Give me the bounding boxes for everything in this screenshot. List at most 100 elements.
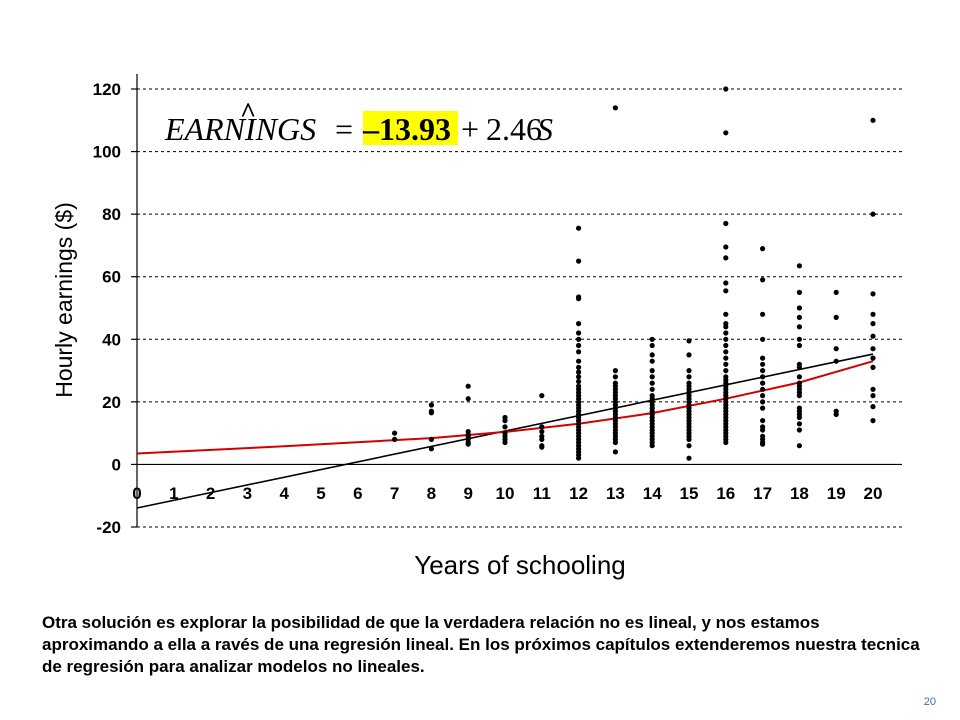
data-point [760,405,766,411]
data-point [576,358,582,364]
data-point [539,444,545,450]
data-point [796,263,803,269]
data-point [649,336,655,342]
data-point [833,289,839,295]
data-point [760,361,766,367]
data-point [539,429,545,435]
data-point [428,436,434,442]
data-point [576,258,582,264]
data-point [760,246,766,252]
data-point [576,225,582,231]
data-point [870,117,876,123]
data-point [870,355,876,361]
data-point [576,349,582,355]
y-axis-label: Hourly earnings ($) [51,202,77,398]
data-point [723,324,729,330]
y-tick-label: 0 [112,455,121,474]
data-point [796,443,803,449]
x-tick-label: 3 [243,484,252,503]
y-tick-label: 60 [102,268,121,287]
data-point [576,378,582,385]
data-point [686,374,692,380]
x-tick-label: 15 [680,484,699,503]
data-point [796,336,803,342]
data-point [723,368,729,374]
equation-plus: + [461,111,479,147]
x-tick-label: 19 [827,484,846,503]
data-point [796,364,803,370]
data-point [796,289,803,295]
data-point [723,342,729,349]
x-tick-label: 17 [753,484,772,503]
data-point [465,441,471,447]
data-point [760,386,766,392]
data-point [760,393,766,399]
page-number: 20 [923,696,936,708]
y-tick-label: 100 [93,143,121,162]
y-tick-label: 80 [102,205,121,224]
x-tick-labels: 0 1 2 3 4 5 6 7 8 9 10 11 12 13 14 15 16 17 18 19 20 [132,484,882,503]
data-point [686,352,692,358]
x-tick-label: 1 [169,484,178,503]
x-tick-label: 6 [353,484,362,503]
data-point [428,446,434,452]
x-tick-label: 16 [716,484,735,503]
data-point [796,374,803,380]
y-tick-label: 20 [102,393,121,412]
data-point [723,244,729,250]
data-point [760,374,766,380]
equation-hat: ^ [240,98,256,129]
x-tick-label: 2 [206,484,215,503]
data-point [649,374,655,380]
data-points [392,86,876,461]
x-tick-label: 0 [132,484,141,503]
data-point [870,386,876,392]
data-point [760,277,766,283]
data-point [796,427,803,433]
data-point [796,421,803,427]
data-point [686,368,692,374]
data-point [870,364,876,370]
data-point [576,455,582,461]
x-tick-label: 8 [427,484,436,503]
y-tick-label: -20 [96,518,121,537]
data-point [760,418,766,424]
data-point [833,314,839,320]
data-point [612,374,619,380]
data-point [502,418,508,424]
data-point [833,411,839,417]
data-point [723,439,729,446]
data-point [723,361,729,367]
data-point [723,220,729,227]
data-point [723,86,729,92]
equation-slope: 2.46 [486,111,542,147]
x-axis-label: Years of schooling [414,550,626,580]
data-point [649,342,655,349]
data-point [870,333,876,339]
data-point [723,130,729,136]
data-point [686,455,692,461]
data-point [870,291,876,297]
equation-equals: = [335,111,353,147]
data-point [576,374,582,380]
data-point [649,386,655,392]
data-point [428,410,434,416]
data-point [539,424,545,430]
x-tick-label: 13 [606,484,625,503]
regression-equation: EARNINGS ^ = –13.93 + 2.46 S [164,98,553,147]
equation-variable: S [537,111,553,147]
x-tick-label: 12 [569,484,588,503]
intercept-highlight [363,111,458,145]
axes [136,74,902,527]
x-tick-label: 18 [790,484,809,503]
data-point [612,368,619,374]
data-point [723,288,729,294]
data-point [870,211,876,217]
data-point [723,336,729,342]
x-tick-label: 7 [390,484,399,503]
data-point [576,342,582,349]
y-tick-label: 40 [102,330,121,349]
data-point [576,364,582,370]
